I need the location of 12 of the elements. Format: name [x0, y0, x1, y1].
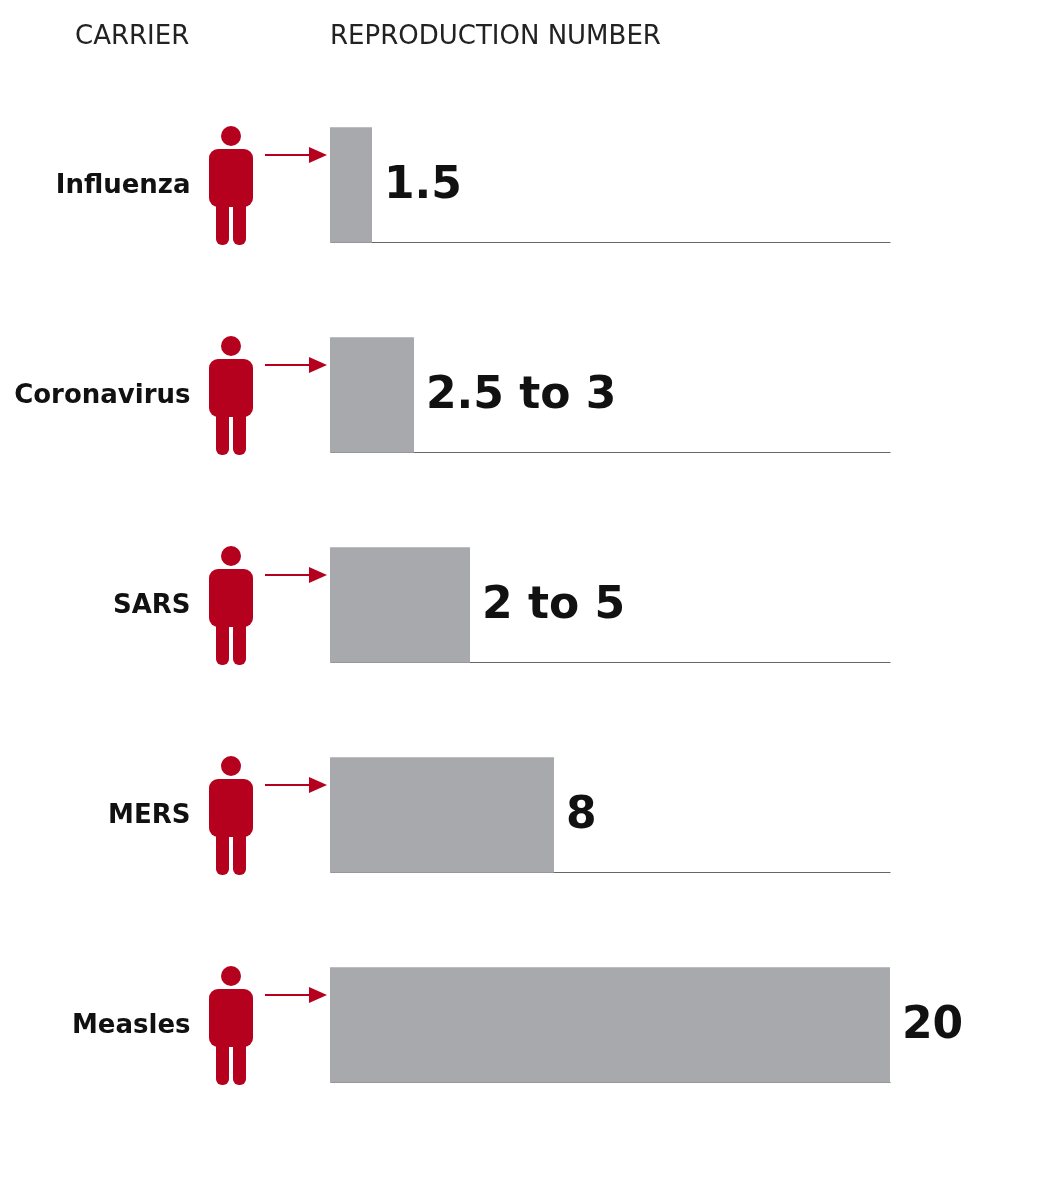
data-label: 8 — [566, 787, 597, 838]
text: REPRODUCTION NUMBER — [330, 20, 661, 50]
y-tick-label: Coronavirus — [14, 379, 191, 409]
data-label: 20 — [902, 997, 964, 1048]
y-tick-label: Measles — [71, 1009, 191, 1039]
data-label: 2.5 to 3 — [426, 367, 617, 418]
text: CARRIER — [75, 20, 190, 50]
data-label: 1.5 — [384, 157, 462, 208]
data-label: 2 to 5 — [482, 577, 626, 628]
y-tick-label: MERS — [108, 799, 191, 829]
y-tick-label: Influenza — [55, 169, 191, 199]
y-tick-label: SARS — [112, 589, 191, 619]
